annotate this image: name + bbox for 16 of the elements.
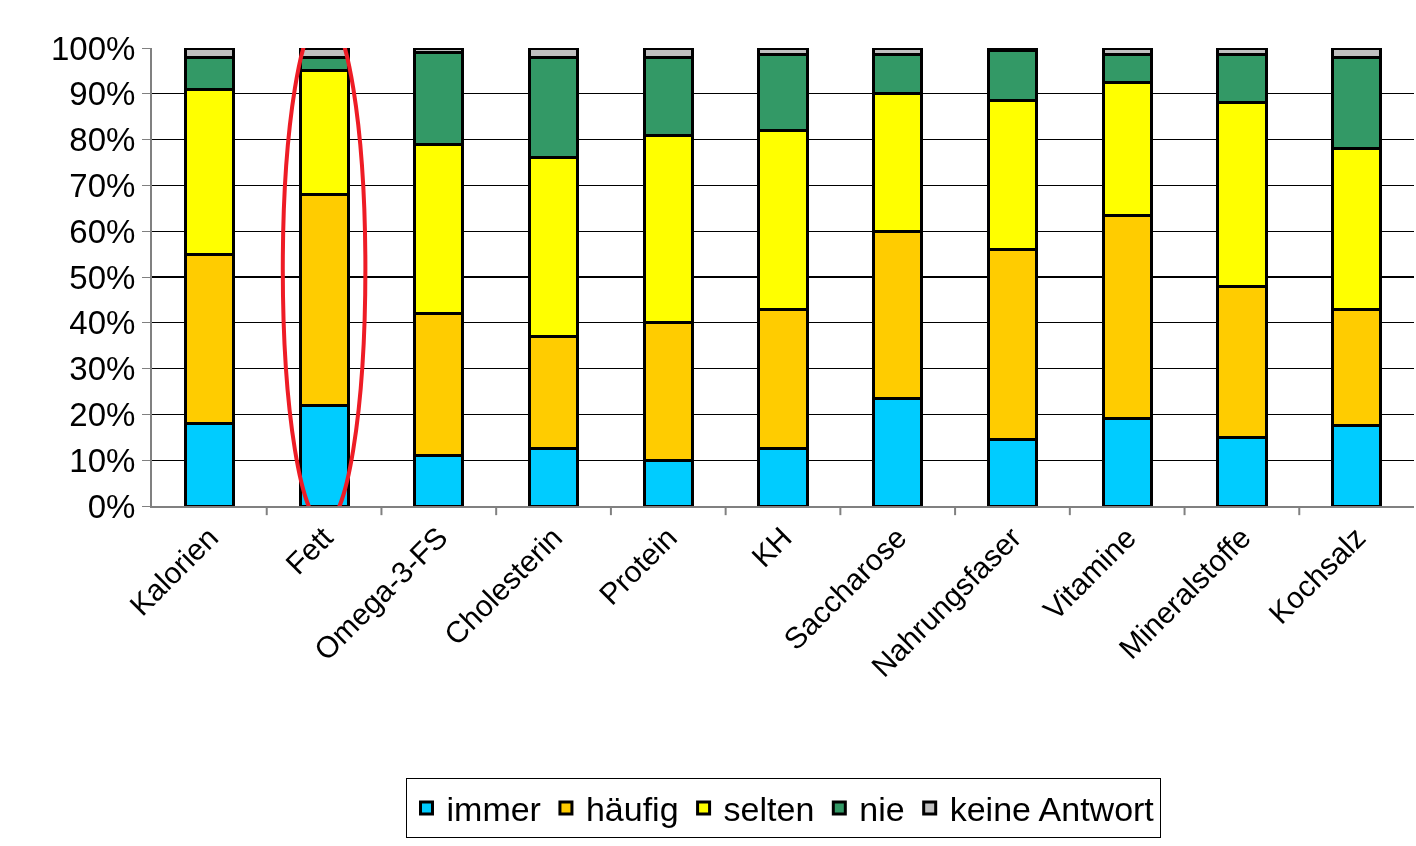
y-tick-label: 60%	[69, 212, 136, 250]
y-tick-label: 10%	[69, 441, 136, 479]
y-tick-label: 0%	[87, 487, 136, 525]
y-tick-label: 70%	[69, 166, 136, 204]
legend-label: nie	[859, 790, 905, 829]
y-tick-label: 80%	[69, 121, 136, 159]
y-tick-label: 90%	[69, 75, 136, 113]
y-tick-label: 50%	[69, 258, 136, 296]
legend-label: keine Antwort	[949, 790, 1155, 829]
y-tick-label: 100%	[50, 29, 136, 67]
y-tick-label: 20%	[69, 395, 136, 433]
legend-label: häufig	[585, 790, 679, 829]
y-tick-label: 40%	[69, 304, 136, 342]
legend-label: selten	[723, 790, 815, 829]
y-tick-label: 30%	[69, 350, 136, 388]
legend-label: immer	[446, 790, 541, 829]
